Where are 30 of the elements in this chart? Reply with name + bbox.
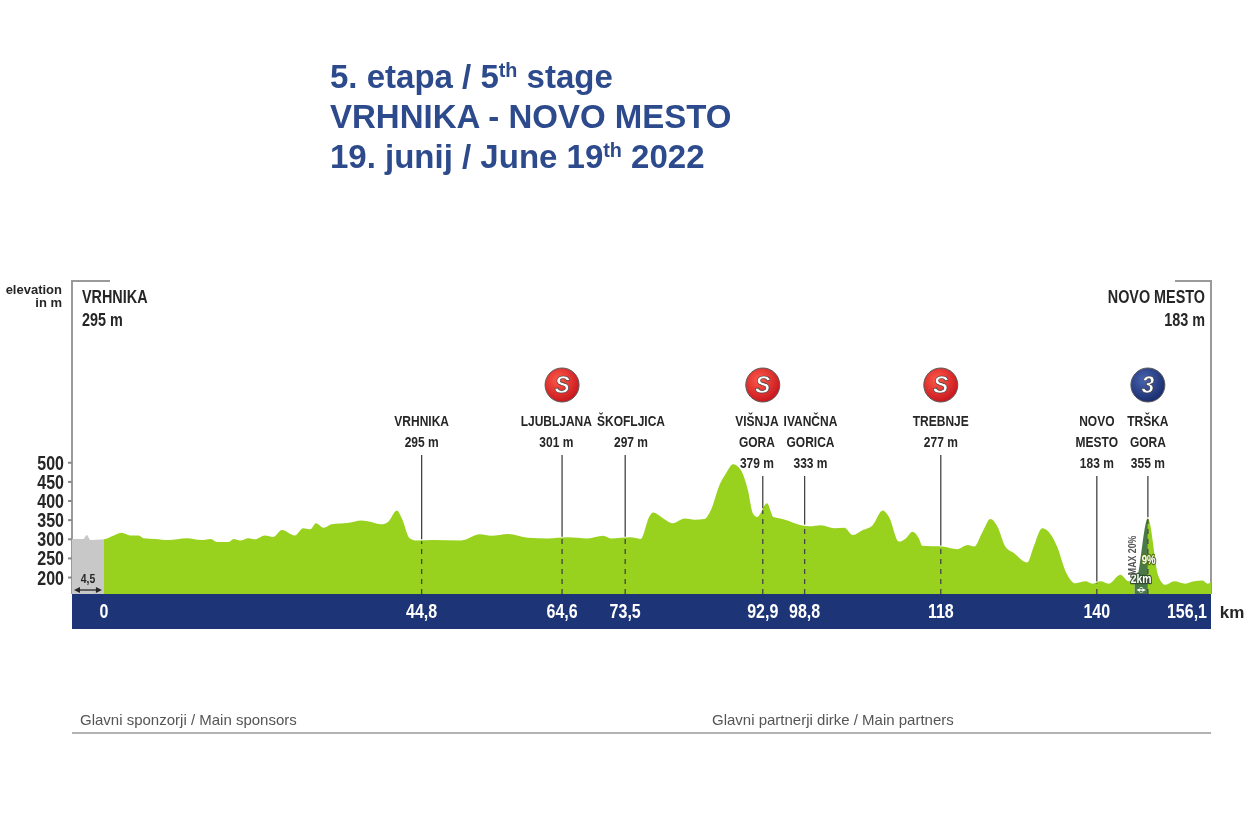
y-axis-title: elevation in m (5, 282, 63, 310)
annotation: 3 (1141, 372, 1155, 398)
x-tick-label: 98,8 (789, 600, 821, 623)
annotation: S (933, 372, 950, 398)
ref-line-label: VIŠNJA GORA 379 m (735, 412, 779, 472)
annotation: S (755, 372, 772, 398)
ref-line-label: ŠKOFLJICA 297 m (596, 412, 666, 451)
ref-line-label: VRHNIKA 295 m (394, 412, 450, 451)
x-tick-label: 140 (1083, 600, 1111, 623)
chart-subtitle: VRHNIKA - NOVO MESTO 19. junij / June 19$^{th}$ 2022 (330, 98, 732, 175)
x-tick-label: 156,1 (1166, 600, 1207, 623)
ref-line-label: TRŠKA GORA 355 m (1127, 412, 1169, 472)
ref-line-label: NOVO MESTO 183 m (1075, 412, 1119, 472)
x-tick-label: 92,9 (747, 600, 779, 623)
x-tick-label: 0 (99, 600, 109, 623)
band-label: 4,5 (80, 570, 96, 586)
x-tick-label: 44,8 (406, 600, 438, 623)
text: Glavni partnerji dirke / Main partners (712, 711, 954, 728)
ref-line-label: TREBNJE 277 m (912, 412, 969, 451)
ref-line-label: IVANČNA GORICA 333 m (783, 412, 838, 472)
annotation: NOVO MESTO 183 m (1107, 286, 1205, 330)
x-tick-label: 64,6 (546, 600, 578, 623)
ref-line-label: LJUBLJANA 301 m (520, 412, 593, 451)
annotation: S (554, 372, 571, 398)
x-tick-label: 73,5 (609, 600, 641, 623)
annotation: VRHNIKA 295 m (82, 286, 148, 330)
x-tick-label: 118 (927, 600, 954, 623)
chart-title: 5. etapa / 5$^{th}$ stage (330, 58, 613, 95)
x-axis-title: km (1219, 603, 1245, 622)
text: Glavni sponzorji / Main sponsors (80, 711, 297, 728)
